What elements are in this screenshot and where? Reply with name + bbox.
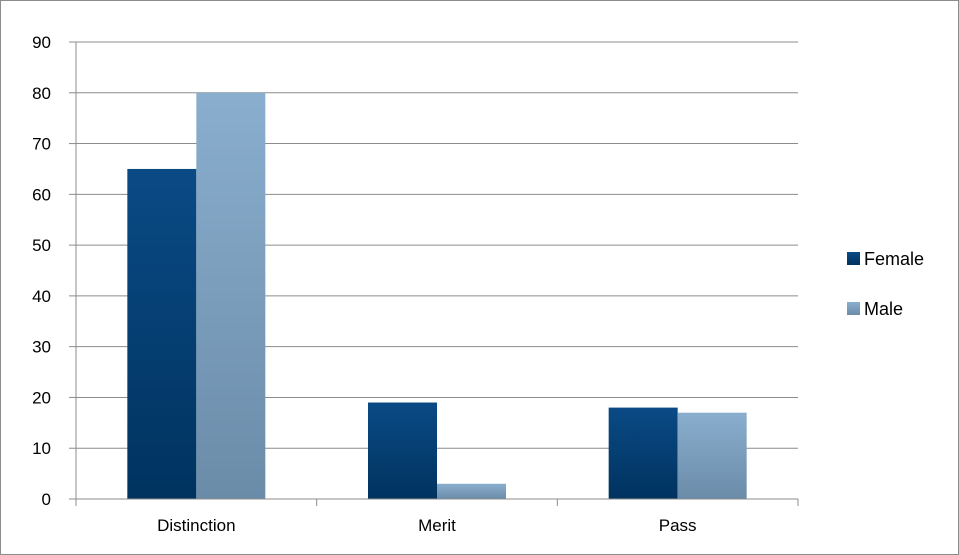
bar-female-distinction <box>127 168 197 499</box>
x-tick-label: Distinction <box>157 516 235 535</box>
legend-swatch-male <box>847 302 860 315</box>
y-tick-labels: 0 10 20 30 40 50 60 70 80 90 <box>32 33 51 509</box>
axes <box>69 41 799 506</box>
y-tick-label: 50 <box>32 236 51 255</box>
bar-male-pass <box>677 412 747 499</box>
y-tick-label: 70 <box>32 135 51 154</box>
y-tick-label: 0 <box>42 490 51 509</box>
x-tick-label: Pass <box>659 516 697 535</box>
legend-swatch-female <box>847 252 860 265</box>
legend-label-female: Female <box>864 249 924 269</box>
y-tick-label: 30 <box>32 338 51 357</box>
legend-label-male: Male <box>864 299 903 319</box>
x-tick-label: Merit <box>418 516 456 535</box>
y-tick-label: 10 <box>32 439 51 458</box>
y-tick-label: 40 <box>32 287 51 306</box>
bar-female-merit <box>368 402 437 499</box>
legend: Female Male <box>847 249 924 319</box>
bar-female-pass <box>608 407 678 499</box>
x-tick-labels: Distinction Merit Pass <box>157 516 696 535</box>
bar-male-merit <box>437 483 506 499</box>
y-tick-label: 80 <box>32 84 51 103</box>
bars <box>127 92 747 500</box>
y-tick-label: 90 <box>32 33 51 52</box>
bar-male-distinction <box>196 92 266 500</box>
y-tick-label: 60 <box>32 185 51 204</box>
y-tick-label: 20 <box>32 388 51 407</box>
